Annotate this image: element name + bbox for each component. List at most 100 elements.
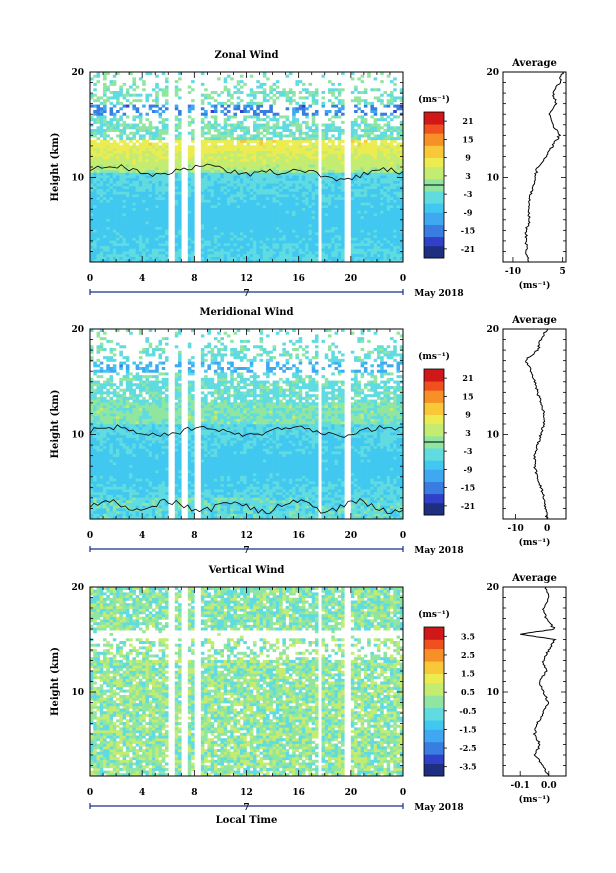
colorbar-tick-label: -9 <box>464 464 473 474</box>
panel-2: Meridional Wind 0 4 8 12 16 20 0 10 20 Height (km)… <box>50 307 567 556</box>
x-tick-label: 8 <box>191 274 197 284</box>
colorbar-unit: (ms⁻¹) <box>418 351 450 362</box>
profile-y-tick-label: 20 <box>486 68 499 78</box>
colorbar-tick-label: -0.5 <box>459 706 476 716</box>
profile-x-tick-label: 0.0 <box>541 781 557 791</box>
profile-title: Average <box>511 573 557 584</box>
date-label: May 2018 <box>414 289 463 299</box>
zero-contour <box>89 424 404 438</box>
x-tick-label: 16 <box>292 531 305 541</box>
colorbar-tick-label: 15 <box>462 134 473 144</box>
colorbar-tick-label: -15 <box>461 483 475 493</box>
colorbar-tick-label: 9 <box>465 153 471 163</box>
colorbar-tick-label: 3.5 <box>461 631 475 641</box>
colorbar-tick-label: 3 <box>465 171 471 181</box>
panel-3: Vertical Wind 0 4 8 12 16 20 0 10 20 Height (km) 7 M… <box>50 565 567 826</box>
profile-y-tick-label: 10 <box>486 174 499 184</box>
colorbar-tick-label: -21 <box>461 501 475 511</box>
x-tick-label: 16 <box>292 788 305 798</box>
date-label: May 2018 <box>414 803 463 813</box>
profile-x-tick-label: 5 <box>560 267 566 277</box>
colorbar-tick-label: -3 <box>464 189 473 199</box>
x-tick-label: 20 <box>345 274 358 284</box>
profile-panel: Average 10 20 -10 0 (ms⁻¹) <box>486 315 567 548</box>
colorbar-tick-label: 9 <box>465 410 471 420</box>
profile-x-label: (ms⁻¹) <box>519 794 551 805</box>
x-tick-label: 0 <box>400 274 406 284</box>
profile-frame <box>502 586 567 777</box>
y-tick-label: 20 <box>71 325 84 335</box>
y-tick-label: 10 <box>71 174 84 184</box>
x-tick-label: 0 <box>87 274 93 284</box>
profile-panel: Average 10 20 -10 5 (ms⁻¹) <box>486 58 567 291</box>
x-tick-label: 4 <box>139 531 145 541</box>
y-tick-label: 20 <box>71 68 84 78</box>
zero-contour-lower <box>89 497 404 514</box>
profile-y-tick-label: 20 <box>486 583 499 593</box>
x-axis-label: Local Time <box>216 815 278 826</box>
profile-x-tick-label: -10 <box>507 524 523 534</box>
x-tick-label: 20 <box>345 531 358 541</box>
chart-title: Meridional Wind <box>199 307 293 318</box>
profile-x-label: (ms⁻¹) <box>519 280 551 291</box>
profile-x-tick-label: -0.1 <box>510 781 529 791</box>
x-tick-label: 12 <box>240 274 253 284</box>
x-tick-label: 8 <box>191 531 197 541</box>
profile-x-tick-label: 0 <box>544 524 550 534</box>
colorbar-tick-label: 3 <box>465 428 471 438</box>
colorbar-tick-label: -1.5 <box>459 724 476 734</box>
x-tick-label: 12 <box>240 531 253 541</box>
colorbar-unit: (ms⁻¹) <box>418 609 450 620</box>
date-marker: 7 <box>243 803 249 813</box>
colorbar-tick-label: -3.5 <box>459 762 476 772</box>
chart-title: Zonal Wind <box>214 50 278 61</box>
profile-y-tick-label: 20 <box>486 325 499 335</box>
colorbar-tick-label: 15 <box>462 391 473 401</box>
chart-title: Vertical Wind <box>208 565 285 576</box>
colorbar-tick-label: -3 <box>464 446 473 456</box>
colorbar-tick-label: 0.5 <box>461 687 475 697</box>
colorbar <box>423 111 447 259</box>
x-tick-label: 4 <box>139 274 145 284</box>
colorbar <box>423 368 447 516</box>
date-marker: 7 <box>243 289 249 299</box>
profile-line <box>520 586 557 777</box>
colorbar-tick-label: 1.5 <box>461 669 475 679</box>
colorbar-tick-label: -21 <box>461 244 475 254</box>
profile-frame <box>502 71 567 263</box>
x-tick-label: 0 <box>87 531 93 541</box>
colorbar-tick-label: -9 <box>464 207 473 217</box>
colorbar-unit: (ms⁻¹) <box>418 94 450 105</box>
profile-line <box>524 71 565 263</box>
colorbar-tick-label: -15 <box>461 226 475 236</box>
date-label: May 2018 <box>414 546 463 556</box>
profile-y-tick-label: 10 <box>486 431 499 441</box>
profile-x-tick-label: -10 <box>505 267 521 277</box>
profile-title: Average <box>511 315 557 326</box>
panel-1: Zonal Wind 0 4 8 12 16 20 0 10 20 Height (km) 7 May … <box>50 50 567 299</box>
x-tick-label: 0 <box>400 788 406 798</box>
y-tick-label: 20 <box>71 583 84 593</box>
x-tick-label: 8 <box>191 788 197 798</box>
date-marker: 7 <box>243 546 249 556</box>
y-axis-label: Height (km) <box>50 390 61 459</box>
y-tick-label: 10 <box>71 431 84 441</box>
profile-y-tick-label: 10 <box>486 688 499 698</box>
x-tick-label: 12 <box>240 788 253 798</box>
heatmap-field <box>90 72 404 263</box>
colorbar-tick-label: 21 <box>462 116 473 126</box>
heatmap-field <box>90 329 404 520</box>
y-tick-label: 10 <box>71 688 84 698</box>
y-axis-label: Height (km) <box>50 133 61 202</box>
heatmap-field <box>90 587 404 777</box>
profile-line <box>525 328 549 520</box>
colorbar-tick-label: 2.5 <box>461 650 475 660</box>
colorbar-tick-label: -2.5 <box>459 743 476 753</box>
profile-panel: Average 10 20 -0.1 0.0 (ms⁻¹) <box>486 573 567 805</box>
colorbar-tick-label: 21 <box>462 373 473 383</box>
colorbar <box>423 626 447 777</box>
x-tick-label: 16 <box>292 274 305 284</box>
profile-x-label: (ms⁻¹) <box>519 537 551 548</box>
y-axis-label: Height (km) <box>50 647 61 716</box>
